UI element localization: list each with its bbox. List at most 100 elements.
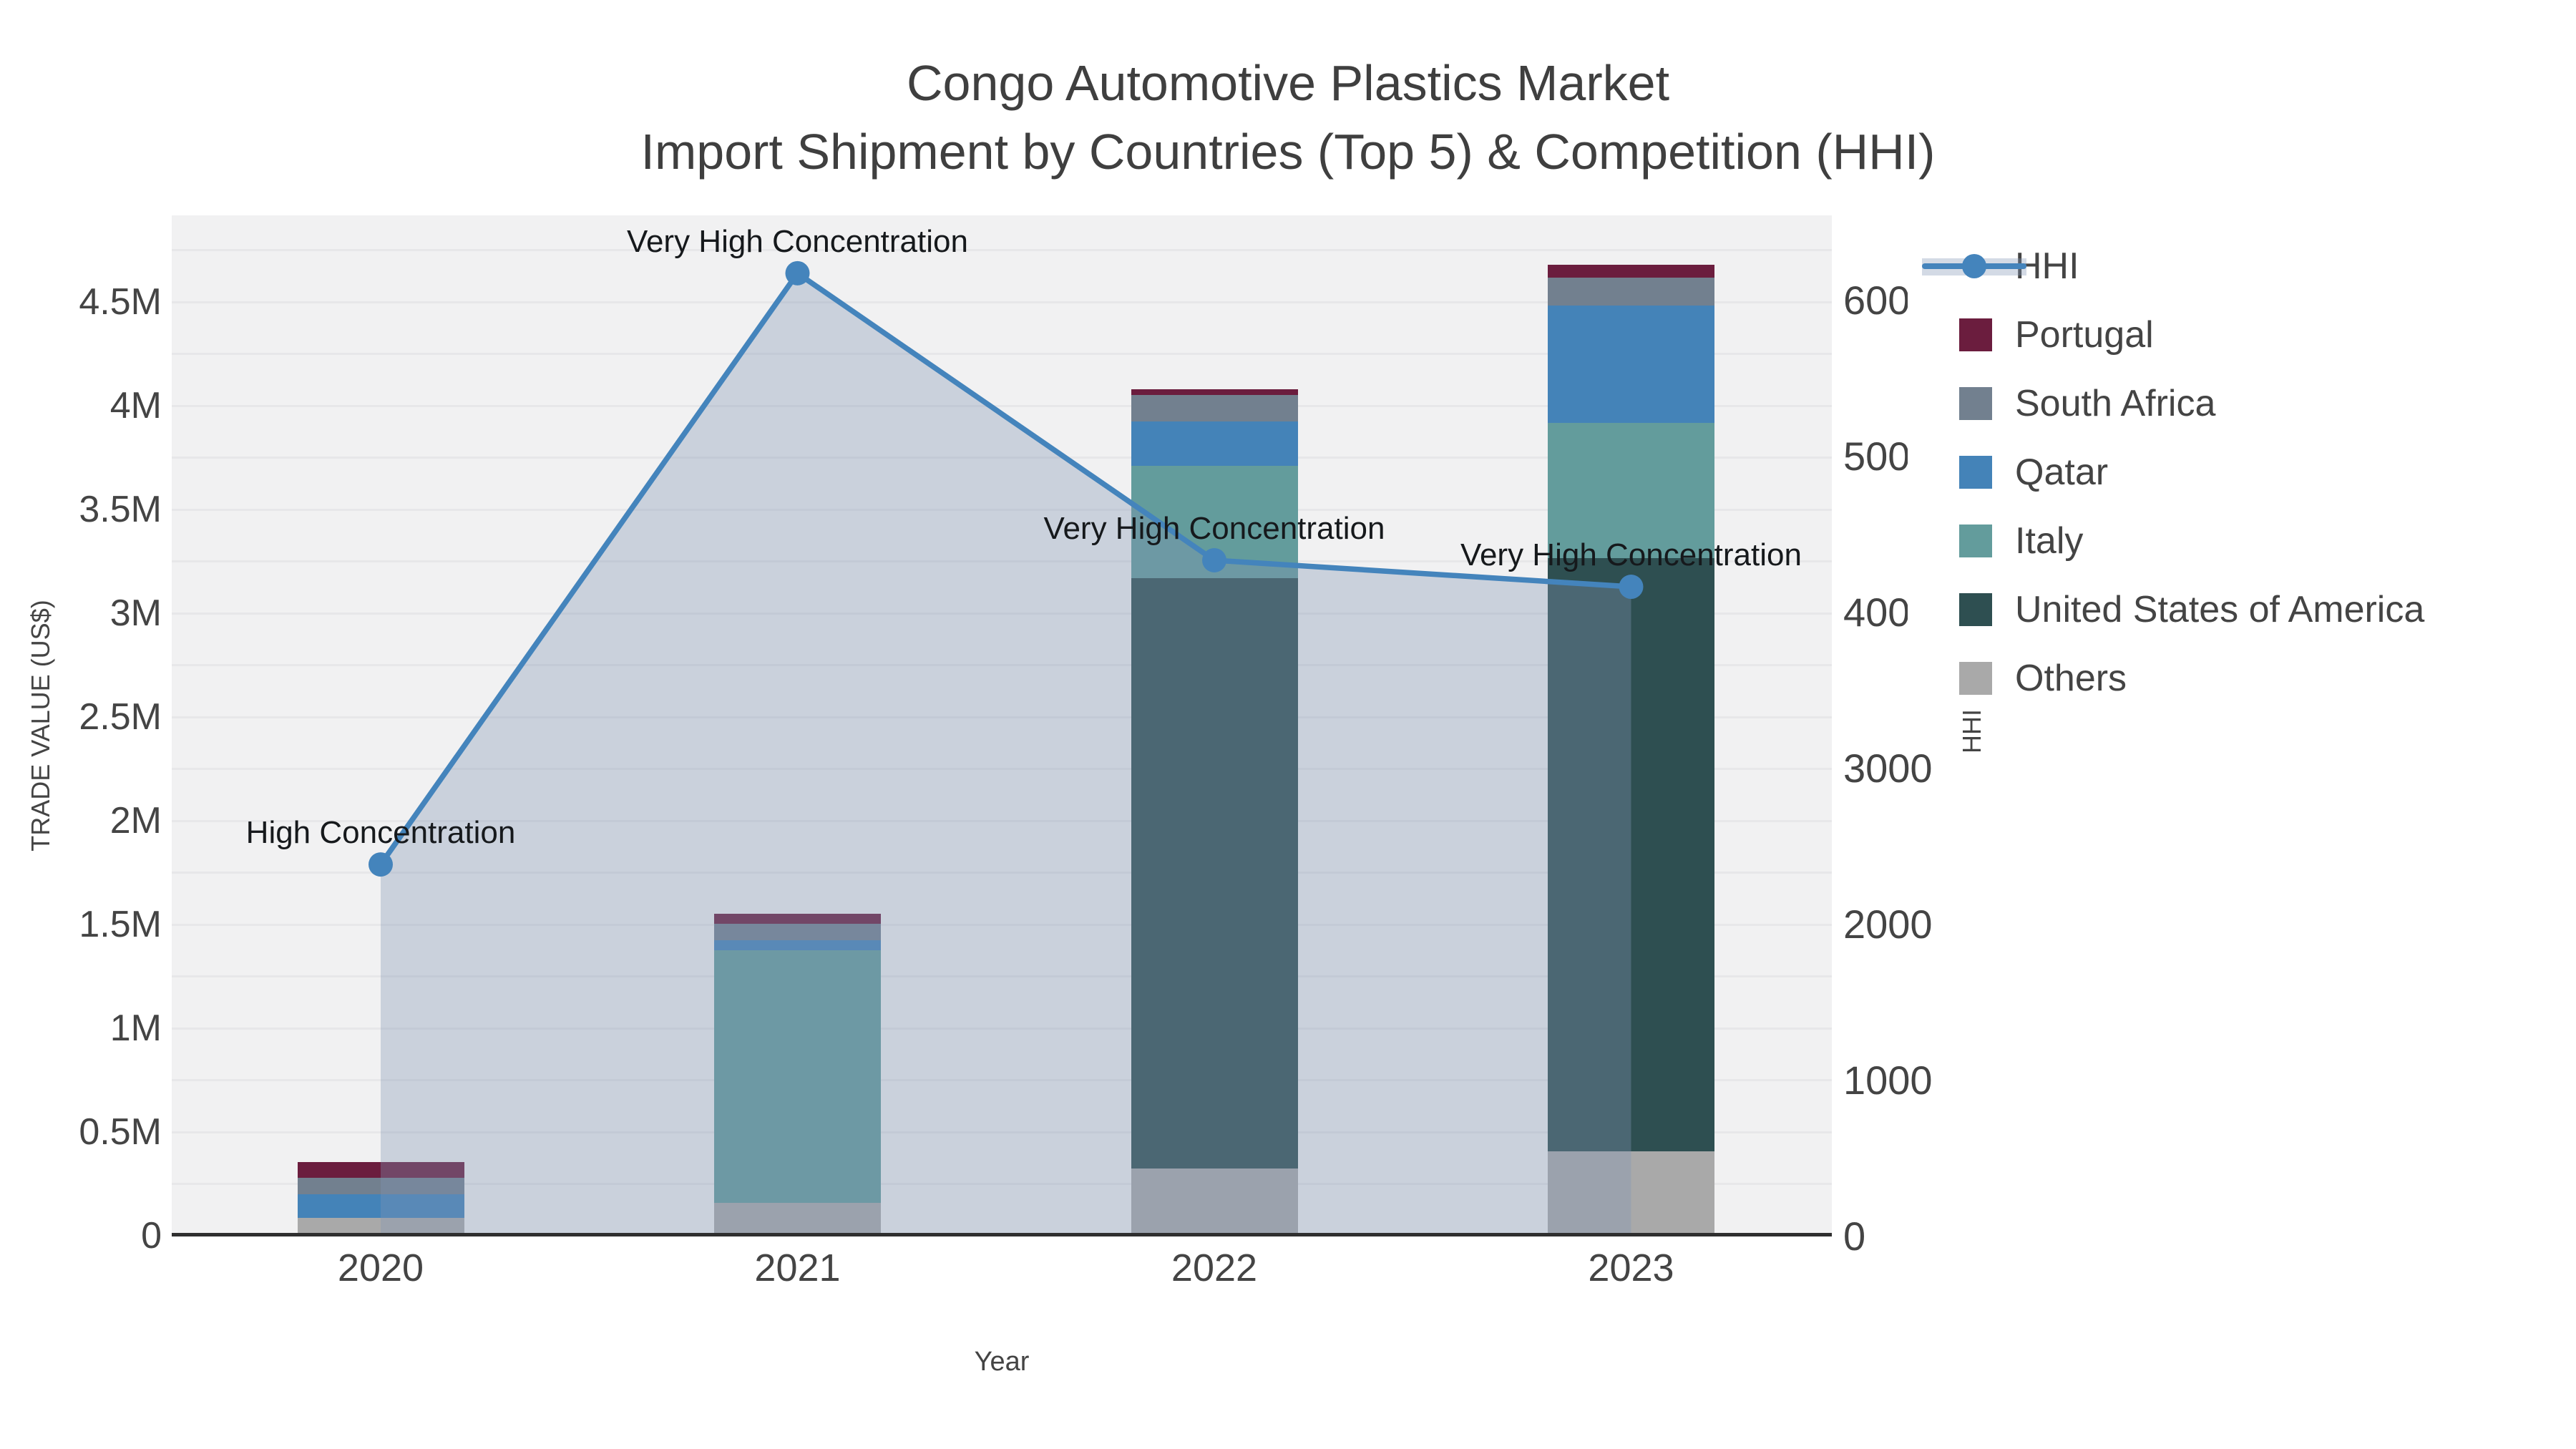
hhi-marker-2020[interactable] — [369, 852, 393, 877]
bar-segment-south-africa[interactable] — [714, 924, 881, 941]
annotation-label: Very High Concentration — [1460, 537, 1802, 573]
legend-swatch — [1908, 438, 2015, 507]
legend-swatch — [1908, 507, 2015, 575]
hhi-marker-2021[interactable] — [785, 260, 810, 286]
y-right-tick: 1000 — [1843, 1058, 1933, 1103]
grid-line — [172, 1183, 1832, 1185]
legend-item-united-states-of-america[interactable]: United States of America — [1908, 575, 2573, 644]
bar-segment-united-states-of-america[interactable] — [1131, 577, 1298, 1169]
bar-segment-portugal[interactable] — [1548, 264, 1714, 278]
hhi-marker-2023[interactable] — [1619, 575, 1644, 600]
grid-line — [172, 249, 1832, 251]
bar-segment-italy[interactable] — [1548, 422, 1714, 558]
annotation-label: High Concentration — [245, 815, 516, 851]
bar-segment-portugal[interactable] — [297, 1161, 464, 1179]
plot-area: High Concentration Very High Concentratio… — [172, 215, 1832, 1236]
bar-segment-qatar[interactable] — [714, 940, 881, 951]
legend-color-square — [1959, 387, 1992, 420]
y-left-tick: 3.5M — [79, 489, 162, 530]
grid-line — [172, 404, 1832, 407]
bar-segment-qatar[interactable] — [297, 1194, 464, 1219]
legend-item-qatar[interactable]: Qatar — [1908, 438, 2573, 507]
legend-item-others[interactable]: Others — [1908, 644, 2573, 713]
legend-item-label: Italy — [2015, 520, 2084, 562]
legend-item-label: Portugal — [2015, 314, 2154, 356]
y-left-tick: 2M — [109, 800, 162, 841]
legend-color-square — [1959, 525, 1992, 557]
y-left-axis-title: TRADE VALUE (US$) — [26, 600, 55, 852]
legend-swatch — [1908, 575, 2015, 644]
y-right-axis-title: HHI — [1957, 709, 1986, 753]
y-right-tick: 0 — [1843, 1214, 1866, 1259]
legend-color-square — [1959, 456, 1992, 489]
chart-title-line1: Congo Automotive Plastics Market — [906, 55, 1670, 111]
bar-segment-others[interactable] — [297, 1218, 464, 1236]
y-right-tick: 3000 — [1843, 746, 1933, 791]
legend-swatch — [1908, 644, 2015, 713]
hhi-area-fill — [381, 273, 1631, 1236]
x-tick-2020: 2020 — [337, 1246, 424, 1289]
bar-segment-others[interactable] — [1131, 1169, 1298, 1236]
grid-line — [172, 353, 1832, 355]
y-left-tick: 1.5M — [79, 904, 162, 945]
legend-item-hhi[interactable]: HHI — [1908, 232, 2573, 301]
y-left-tick: 2.5M — [79, 696, 162, 738]
chart-title-line2: Import Shipment by Countries (Top 5) & C… — [640, 124, 1936, 180]
x-tick-2021: 2021 — [754, 1246, 841, 1289]
y-left-tick: 1M — [109, 1008, 162, 1049]
grid-line — [172, 819, 1832, 822]
bar-segment-south-africa[interactable] — [1131, 395, 1298, 422]
grid-line — [172, 1027, 1832, 1030]
bar-segment-qatar[interactable] — [1131, 421, 1298, 467]
bar-segment-others[interactable] — [714, 1202, 881, 1236]
legend-item-portugal[interactable]: Portugal — [1908, 301, 2573, 369]
hhi-marker-swatch — [1962, 254, 1986, 278]
grid-line — [172, 768, 1832, 770]
legend-swatch — [1908, 369, 2015, 438]
x-axis-line — [172, 1233, 1832, 1236]
chart-title: Congo Automotive Plastics Market Import … — [0, 49, 2576, 186]
bar-segment-italy[interactable] — [714, 950, 881, 1203]
bar-segment-portugal[interactable] — [714, 913, 881, 924]
annotation-label: Very High Concentration — [627, 223, 968, 259]
bar-segment-south-africa[interactable] — [1548, 278, 1714, 306]
grid-line — [172, 301, 1832, 303]
grid-line — [172, 508, 1832, 511]
grid-line — [172, 612, 1832, 615]
y-left-tick: 0 — [141, 1215, 162, 1257]
legend-swatch — [1908, 232, 2026, 301]
grid-line — [172, 716, 1832, 718]
grid-line — [172, 1079, 1832, 1081]
grid-line — [172, 872, 1832, 874]
legend-item-italy[interactable]: Italy — [1908, 507, 2573, 575]
y-left-tick: 4M — [109, 385, 162, 426]
legend-swatch — [1908, 301, 2015, 369]
hhi-line-layer — [369, 260, 1644, 1236]
legend: HHI Portugal South Africa Qatar Italy United … — [1908, 220, 2573, 723]
hhi-line — [378, 269, 1631, 867]
annotation-label: Very High Concentration — [1043, 510, 1385, 546]
x-tick-2022: 2022 — [1171, 1246, 1258, 1289]
hhi-marker-2022[interactable] — [1202, 547, 1226, 572]
grid-line — [172, 457, 1832, 459]
y-right-tick: 2000 — [1843, 902, 1933, 947]
y-left-tick: 0.5M — [79, 1111, 162, 1153]
legend-item-label: Qatar — [2015, 452, 2109, 493]
bar-segment-united-states-of-america[interactable] — [1548, 557, 1714, 1151]
grid-line — [172, 923, 1832, 926]
bar-segment-south-africa[interactable] — [297, 1178, 464, 1194]
grid-line — [172, 664, 1832, 666]
y-left-tick: 4.5M — [79, 281, 162, 323]
x-axis-title: Year — [974, 1347, 1030, 1377]
grid-line — [172, 975, 1832, 977]
legend-item-south-africa[interactable]: South Africa — [1908, 369, 2573, 438]
x-tick-2023: 2023 — [1588, 1246, 1674, 1289]
legend-item-label: South Africa — [2015, 383, 2216, 424]
bar-segment-portugal[interactable] — [1131, 389, 1298, 396]
y-left-tick: 3M — [109, 592, 162, 634]
legend-color-square — [1959, 318, 1992, 351]
bar-segment-qatar[interactable] — [1548, 305, 1714, 423]
legend-color-square — [1959, 593, 1992, 626]
bar-segment-others[interactable] — [1548, 1151, 1714, 1236]
